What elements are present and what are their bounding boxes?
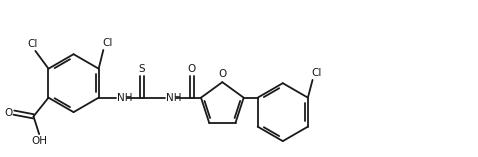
Text: O: O [218,69,227,79]
Text: Cl: Cl [102,38,112,48]
Text: S: S [139,64,145,74]
Text: O: O [187,64,196,74]
Text: Cl: Cl [28,39,38,49]
Text: Cl: Cl [311,68,322,78]
Text: NH: NH [166,93,182,103]
Text: OH: OH [32,136,48,146]
Text: O: O [4,108,12,118]
Text: NH: NH [117,93,132,103]
